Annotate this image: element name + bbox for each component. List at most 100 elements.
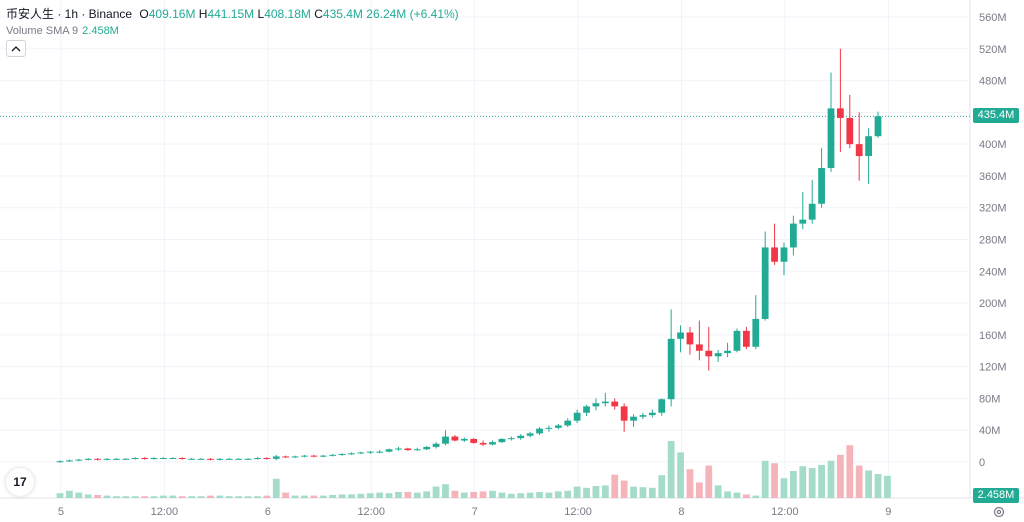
candle-body [301, 455, 308, 457]
candle-body [479, 442, 487, 445]
volume-bar [84, 494, 92, 498]
candle-body [771, 247, 778, 262]
volume-bar [310, 495, 318, 498]
last-price-label: 435.4M [973, 108, 1019, 123]
candle-body [601, 401, 609, 404]
candle-body [837, 108, 844, 118]
candle-body [808, 203, 816, 220]
candle-body [695, 344, 703, 351]
candle-body [244, 458, 252, 460]
volume-bar [413, 492, 421, 498]
candle-body [489, 442, 496, 445]
candle-body [225, 458, 233, 460]
volume-bar [141, 496, 149, 498]
volume-bar [573, 486, 581, 498]
candle-body [197, 458, 205, 460]
candle-body [536, 428, 543, 434]
y-tick-label: 200M [979, 298, 1007, 310]
volume-bar [235, 496, 243, 498]
volume-bar [837, 454, 844, 498]
volume-bar [705, 465, 713, 498]
volume-bar [150, 496, 158, 498]
volume-bar [207, 495, 214, 498]
volume-bar [771, 463, 778, 498]
candle-body [376, 451, 384, 453]
volume-bar [733, 492, 741, 498]
candle-body [113, 458, 120, 460]
collapse-legend-button[interactable] [6, 40, 26, 57]
y-tick-label: 280M [979, 235, 1007, 247]
candle-body [789, 223, 797, 248]
symbol-title[interactable]: 币安人生 · 1h · Binance [6, 7, 133, 21]
candle-body [620, 406, 628, 421]
tradingview-logo[interactable]: 17 [6, 468, 34, 496]
candle-body [338, 454, 346, 456]
chevron-up-icon [11, 45, 21, 51]
volume-bar [583, 487, 590, 498]
candle-body [178, 458, 186, 460]
x-tick-label: 12:00 [357, 506, 385, 518]
candle-body [385, 449, 393, 452]
candle-body [667, 338, 675, 400]
candle-body [780, 247, 788, 262]
y-tick-label: 520M [979, 44, 1007, 56]
volume-bar [752, 495, 760, 498]
candle-body [451, 436, 459, 441]
candle-body [761, 247, 769, 319]
gear-icon[interactable] [992, 505, 1006, 519]
candle-body [526, 433, 534, 436]
volume-bar [526, 492, 534, 498]
volume-legend[interactable]: Volume SMA 9 2.458M [6, 23, 119, 39]
volume-bar [385, 493, 393, 498]
y-tick-label: 320M [979, 203, 1007, 215]
close-value: 435.4M [322, 7, 363, 21]
volume-bar [592, 486, 600, 498]
volume-bar [536, 492, 543, 498]
y-tick-label: 160M [979, 330, 1007, 342]
candle-body [310, 455, 318, 457]
candle-body [573, 412, 581, 421]
candle-body [291, 456, 299, 458]
volume-bar [254, 496, 261, 498]
volume-bar [799, 466, 807, 498]
candle-body [272, 456, 280, 459]
y-tick-label: 240M [979, 266, 1007, 278]
candle-body [254, 458, 261, 460]
high-value: 441.15M [207, 7, 255, 21]
y-tick-label: 560M [979, 12, 1007, 24]
y-tick-label: 360M [979, 171, 1007, 183]
volume-bar [451, 490, 459, 498]
volume-bar [489, 490, 496, 498]
open-key: O [139, 7, 149, 21]
volume-bar [197, 496, 205, 498]
candle-body [733, 330, 741, 351]
volume-bar [338, 494, 346, 498]
volume-bar [131, 496, 139, 498]
x-tick-label: 7 [472, 506, 478, 518]
candle-body [564, 420, 572, 426]
candle-body [554, 425, 562, 428]
volume-bar [686, 469, 694, 498]
volume-bar [780, 478, 788, 498]
y-tick-label: 480M [979, 76, 1007, 88]
volume-bar [188, 496, 196, 498]
candle-body [705, 350, 713, 357]
low-key: L [257, 7, 265, 21]
volume-bar [263, 495, 271, 498]
volume-bar [160, 495, 167, 498]
candle-body [460, 438, 468, 441]
ohlc-legend: 币安人生 · 1h · Binance O409.16M H441.15M L4… [6, 6, 459, 22]
candle-body [56, 461, 64, 463]
candle-body [188, 458, 196, 460]
volume-bar [808, 468, 816, 498]
x-tick-label: 6 [265, 506, 271, 518]
volume-bar [874, 474, 882, 498]
volume-bar [517, 493, 525, 498]
candle-body [865, 136, 872, 157]
volume-bar [620, 480, 628, 498]
candle-body [855, 144, 863, 157]
candle-body [742, 330, 750, 347]
candle-body [630, 416, 637, 421]
